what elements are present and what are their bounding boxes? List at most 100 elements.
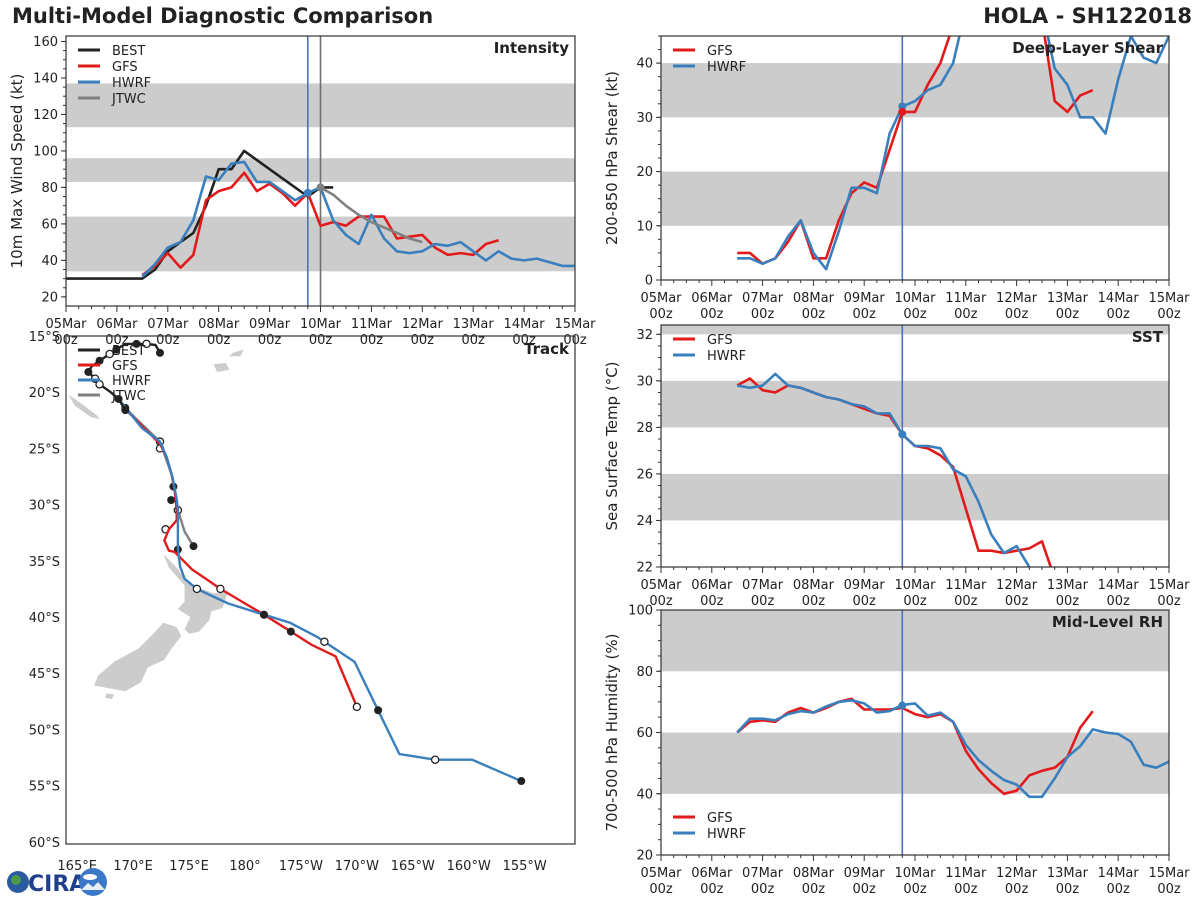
legend-label-jtwc: JTWC: [111, 92, 146, 107]
lon-tick-label: 180°: [229, 859, 260, 874]
y-tick-label: 20: [636, 165, 653, 180]
x-tick-label: 05Mar: [640, 866, 682, 881]
x-tick-label: 05Mar: [640, 578, 682, 593]
lon-tick-label: 170°W: [335, 859, 379, 874]
cloud-shape: [83, 874, 97, 880]
x-tick-sublabel: 00z: [1107, 882, 1131, 897]
y-tick-label: 30: [636, 374, 653, 389]
y-tick-label: 26: [636, 467, 653, 482]
x-tick-sublabel: 00z: [462, 333, 486, 348]
track-point-filled: [155, 348, 164, 357]
x-tick-label: 10Mar: [300, 317, 342, 332]
x-tick-sublabel: 00z: [700, 882, 724, 897]
legend-label-gfs: GFS: [707, 44, 733, 59]
lon-tick-label: 155°W: [503, 859, 547, 874]
track-point-filled: [260, 610, 269, 619]
x-tick-label: 14Mar: [1098, 866, 1140, 881]
x-tick-label: 13Mar: [453, 317, 495, 332]
x-tick-label: 10Mar: [894, 291, 936, 306]
x-tick-label: 07Mar: [742, 866, 784, 881]
x-tick-label: 10Mar: [894, 578, 936, 593]
landmass: [213, 363, 230, 372]
lon-tick-label: 175°E: [169, 859, 209, 874]
y-tick-label: 80: [41, 181, 58, 196]
marker-hwrf: [898, 430, 907, 439]
panel-title: Intensity: [494, 39, 570, 57]
legend-label-gfs: GFS: [707, 811, 733, 826]
x-tick-label: 13Mar: [1047, 291, 1089, 306]
lon-tick-label: 165°W: [391, 859, 435, 874]
x-tick-sublabel: 00z: [853, 882, 877, 897]
x-tick-label: 11Mar: [945, 866, 987, 881]
x-tick-sublabel: 00z: [954, 307, 978, 322]
lat-tick-label: 50°S: [29, 723, 60, 738]
track-point-open: [142, 339, 151, 349]
panel-title: Mid-Level RH: [1052, 613, 1163, 631]
y-tick-label: 60: [636, 726, 653, 741]
x-tick-sublabel: 00z: [903, 594, 927, 609]
track-point-filled: [121, 406, 130, 415]
x-tick-label: 13Mar: [1047, 866, 1089, 881]
cira-logo: CIRA: [7, 868, 107, 897]
x-tick-label: 06Mar: [96, 317, 138, 332]
x-tick-sublabel: 00z: [649, 882, 673, 897]
series-line-hwrf: [737, 36, 1169, 271]
x-tick-sublabel: 00z: [954, 594, 978, 609]
x-tick-label: 12Mar: [402, 317, 444, 332]
y-tick-label: 30: [636, 111, 653, 126]
lat-tick-label: 25°S: [29, 442, 60, 457]
landmass: [68, 394, 100, 420]
panel-title: Track: [524, 340, 570, 358]
series-line-hwrf: [141, 160, 575, 278]
x-tick-sublabel: 00z: [802, 307, 826, 322]
x-tick-sublabel: 00z: [1056, 594, 1080, 609]
track-point-open: [216, 584, 225, 594]
series-line-gfs: [141, 171, 499, 277]
landmass: [105, 693, 115, 699]
marker-hwrf: [898, 701, 907, 710]
lat-tick-label: 60°S: [29, 836, 60, 851]
x-tick-label: 15Mar: [1148, 291, 1190, 306]
shaded-band: [661, 610, 1169, 672]
legend-label-gfs: GFS: [112, 359, 138, 374]
y-tick-label: 100: [33, 144, 58, 159]
marker-hwrf: [303, 188, 312, 197]
y-tick-label: 100: [628, 604, 653, 619]
globe-land: [11, 875, 21, 885]
plot-area: [661, 610, 1169, 855]
legend-label-best: BEST: [112, 44, 145, 59]
x-tick-sublabel: 00z: [411, 333, 435, 348]
x-tick-label: 15Mar: [1148, 866, 1190, 881]
y-axis-label: 200-850 hPa Shear (kt): [603, 71, 621, 245]
track-point-open: [352, 702, 362, 712]
main-title: Multi-Model Diagnostic Comparison: [12, 4, 434, 28]
x-tick-sublabel: 00z: [700, 594, 724, 609]
y-tick-label: 40: [636, 57, 653, 72]
chart-track: 15°S 20°S 25°S 30°S 35°S 40°S 45°S 50°S 55°S 60°S…: [29, 330, 576, 874]
track-point-filled: [286, 627, 295, 636]
landmass: [229, 349, 244, 357]
x-tick-label: 15Mar: [554, 317, 596, 332]
track-point-filled: [374, 706, 383, 715]
x-tick-label: 06Mar: [691, 578, 733, 593]
legend-label-hwrf: HWRF: [112, 76, 151, 91]
x-tick-sublabel: 00z: [1107, 594, 1131, 609]
lon-tick-label: 175°W: [279, 859, 323, 874]
lon-tick-label: 170°E: [113, 859, 153, 874]
track-point-open: [320, 637, 329, 646]
track-point-filled: [132, 339, 141, 348]
x-tick-label: 09Mar: [844, 578, 886, 593]
x-tick-label: 12Mar: [996, 578, 1038, 593]
x-tick-label: 12Mar: [996, 291, 1038, 306]
legend-label-hwrf: HWRF: [112, 374, 151, 389]
x-tick-sublabel: 00z: [954, 882, 978, 897]
track-point-filled: [517, 777, 526, 786]
y-tick-label: 20: [41, 290, 58, 305]
track-point-open: [95, 380, 104, 389]
y-axis-label: Sea Surface Temp (°C): [603, 361, 621, 530]
lon-tick-label: 160°W: [447, 859, 491, 874]
y-tick-label: 32: [636, 328, 653, 343]
lat-tick-label: 15°S: [29, 330, 60, 345]
x-tick-sublabel: 00z: [1005, 594, 1029, 609]
